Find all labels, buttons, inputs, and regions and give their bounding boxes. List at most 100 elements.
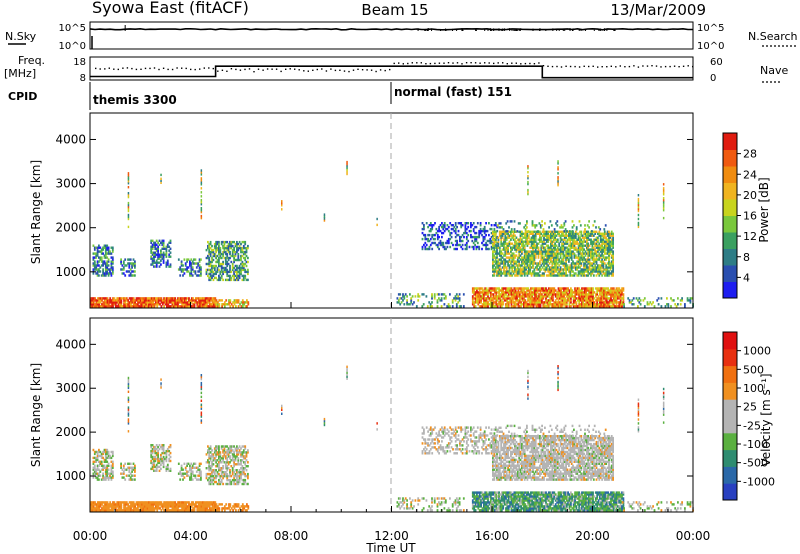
power-cell — [509, 220, 512, 223]
power-cell — [648, 303, 650, 306]
power-cell — [504, 238, 507, 241]
velocity-cell — [188, 509, 190, 512]
power-cell — [406, 295, 408, 298]
power-cell — [579, 291, 582, 294]
power-cell — [586, 293, 589, 296]
velocity-cell — [125, 507, 128, 510]
power-cell — [190, 297, 193, 300]
power-cell — [597, 272, 599, 275]
power-cell — [214, 305, 217, 308]
power-cell — [559, 303, 561, 306]
power-cell — [557, 303, 560, 306]
power-cell — [562, 242, 565, 245]
power-cell — [246, 305, 248, 308]
power-cell — [592, 230, 595, 233]
power-cell — [458, 305, 461, 308]
power-cell — [614, 301, 616, 304]
power-cell — [536, 301, 539, 304]
power-cell — [584, 270, 587, 273]
power-cell — [120, 305, 123, 308]
velocity-cell — [146, 503, 149, 506]
power-cell — [91, 299, 94, 302]
power-cell — [105, 299, 107, 302]
power-cell — [527, 260, 530, 263]
power-cell — [99, 266, 102, 269]
power-cell — [617, 305, 619, 308]
power-cell — [104, 264, 107, 267]
power-cell — [208, 297, 211, 300]
power-cell — [489, 299, 492, 302]
power-cell — [610, 238, 613, 241]
power-cell — [598, 248, 601, 251]
power-cell — [588, 258, 591, 261]
velocity-cell — [123, 505, 125, 508]
power-cell — [525, 293, 528, 296]
power-cell — [548, 252, 551, 255]
power-cell — [180, 268, 183, 271]
power-cell — [547, 291, 550, 294]
power-cell — [550, 291, 553, 294]
power-cell — [236, 244, 238, 248]
velocity-cell — [105, 509, 107, 512]
power-cell — [449, 293, 451, 296]
power-cell — [139, 301, 142, 304]
power-cell — [218, 256, 220, 260]
power-cell — [220, 264, 223, 268]
power-cell — [478, 235, 481, 239]
power-cell — [562, 264, 565, 267]
power-cell — [95, 303, 98, 306]
power-cell — [608, 262, 610, 265]
power-cell — [610, 299, 612, 302]
power-cell — [431, 247, 434, 251]
power-cell — [611, 295, 614, 298]
power-cell — [529, 238, 532, 241]
power-cell — [542, 301, 545, 304]
nave-dot — [578, 66, 581, 68]
power-cell — [583, 303, 586, 306]
power-cell — [584, 264, 587, 267]
power-cell — [576, 274, 579, 277]
power-cell — [447, 225, 450, 229]
power-cell — [632, 297, 635, 300]
power-cell — [577, 272, 580, 275]
power-cell — [231, 252, 234, 256]
power-cell — [492, 297, 495, 300]
velocity-cell — [145, 509, 148, 512]
power-cell — [588, 220, 590, 223]
power-cell — [525, 236, 527, 239]
power-cell — [483, 291, 485, 294]
power-cell — [563, 254, 566, 257]
power-cell — [497, 236, 500, 239]
colorbar-tick-label: 24 — [743, 168, 757, 181]
power-cell — [522, 262, 525, 265]
power-cell — [492, 258, 494, 261]
y-tick-label: 4000 — [55, 132, 86, 146]
power-cell — [609, 272, 612, 275]
power-cell — [608, 232, 610, 235]
power-cell — [476, 291, 478, 294]
power-cell — [540, 246, 543, 249]
power-cell — [570, 299, 572, 302]
power-cell — [457, 229, 460, 233]
power-cell — [545, 234, 548, 237]
power-cell — [549, 299, 552, 302]
power-cell — [568, 266, 570, 269]
velocity-cell — [184, 503, 186, 506]
power-cell — [179, 266, 182, 269]
power-cell — [197, 264, 200, 267]
power-cell — [488, 239, 490, 243]
power-cell — [112, 297, 114, 300]
power-cell — [429, 224, 432, 227]
power-cell — [536, 244, 538, 247]
power-cell — [543, 274, 545, 277]
power-cell — [563, 291, 565, 294]
power-cell — [557, 291, 560, 294]
power-cell — [577, 270, 580, 273]
power-cell — [598, 256, 601, 259]
power-cell — [90, 301, 92, 304]
power-cell — [245, 264, 248, 268]
power-cell — [497, 252, 500, 255]
power-cell — [216, 260, 219, 264]
power-cell — [517, 222, 520, 225]
power-cell — [637, 213, 640, 217]
